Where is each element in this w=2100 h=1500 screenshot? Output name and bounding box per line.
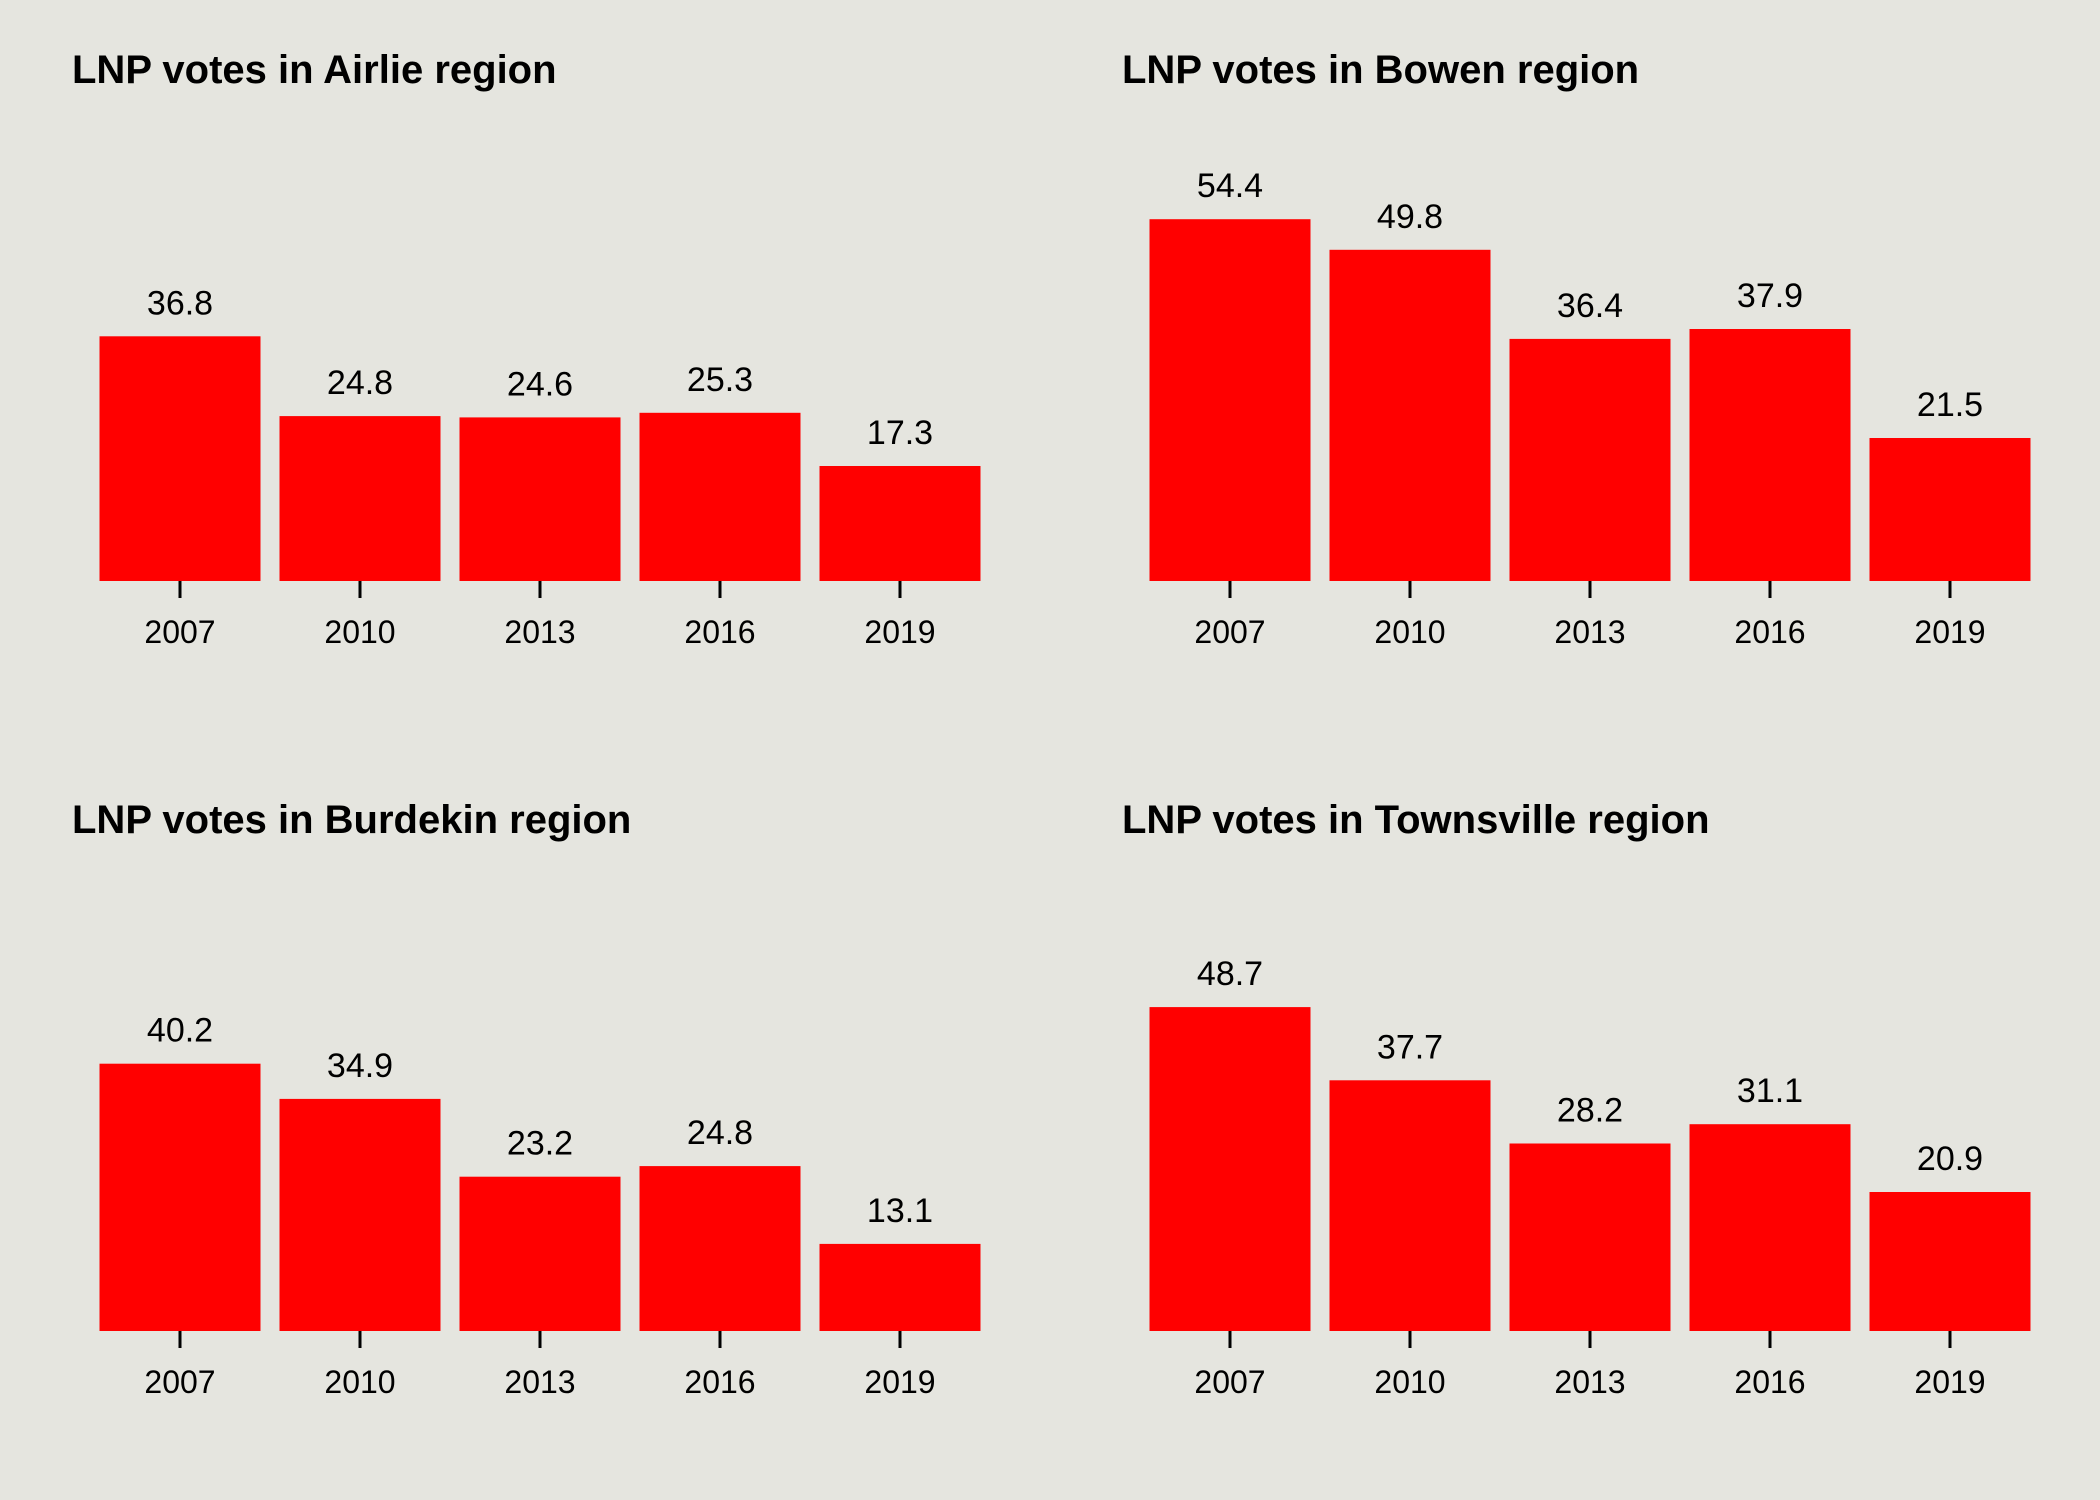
bar-value-label: 34.9 — [327, 1047, 393, 1085]
chart-panel-townsville: LNP votes in Townsville region 48.7 2007 3… — [1122, 780, 2100, 1470]
chart-panel-airlie: LNP votes in Airlie region 36.8 2007 24.8 2… — [72, 30, 1072, 720]
x-tick-label: 2007 — [144, 1364, 215, 1400]
bar — [1149, 219, 1311, 581]
bar-value-label: 28.2 — [1557, 1092, 1623, 1130]
bar-value-label: 37.7 — [1377, 1028, 1443, 1066]
bar — [1509, 338, 1671, 581]
chart-panel-bowen: LNP votes in Bowen region 54.4 2007 49.8 20… — [1122, 30, 2100, 720]
bar-value-label: 40.2 — [147, 1012, 213, 1050]
bar — [1689, 1124, 1851, 1331]
bar-value-label: 37.9 — [1737, 277, 1803, 315]
bar-value-label: 36.4 — [1557, 287, 1623, 325]
x-tick-label: 2013 — [1554, 1364, 1625, 1400]
bar-value-label: 23.2 — [507, 1125, 573, 1163]
bar-value-label: 31.1 — [1737, 1072, 1803, 1110]
x-tick-label: 2016 — [1734, 1364, 1805, 1400]
bar-value-label: 24.8 — [327, 364, 393, 402]
chart-title: LNP votes in Townsville region — [1122, 798, 1710, 842]
bar-value-label: 24.8 — [687, 1114, 753, 1152]
bar-value-label: 20.9 — [1917, 1140, 1983, 1178]
bar-value-label: 54.4 — [1197, 167, 1263, 205]
x-tick-label: 2007 — [1194, 1364, 1265, 1400]
x-tick-label: 2007 — [144, 614, 215, 650]
x-tick-label: 2013 — [504, 1364, 575, 1400]
x-tick-label: 2010 — [1374, 1364, 1445, 1400]
bar-chart-burdekin: 40.2 2007 34.9 2010 23.2 2013 24.8 2016 13.1 2019 — [99, 1012, 981, 1400]
x-tick-label: 2007 — [1194, 614, 1265, 650]
bar-chart-bowen: 54.4 2007 49.8 2010 36.4 2013 37.9 2016 21.5 2019 — [1149, 167, 2031, 650]
bar — [1149, 1007, 1311, 1331]
x-tick-label: 2019 — [864, 614, 935, 650]
bar — [1869, 438, 2031, 581]
bar — [639, 1166, 801, 1331]
bar-value-label: 13.1 — [867, 1192, 933, 1230]
bar-value-label: 21.5 — [1917, 386, 1983, 424]
bar-value-label: 25.3 — [687, 361, 753, 399]
bar — [279, 1098, 441, 1331]
x-tick-label: 2019 — [864, 1364, 935, 1400]
x-tick-label: 2016 — [1734, 614, 1805, 650]
chart-title: LNP votes in Burdekin region — [72, 798, 632, 842]
bar-value-label: 24.6 — [507, 365, 573, 403]
bar — [819, 1243, 981, 1331]
bar — [459, 1176, 621, 1331]
bar — [99, 336, 261, 581]
x-tick-label: 2013 — [1554, 614, 1625, 650]
bar — [99, 1063, 261, 1331]
bar — [1689, 329, 1851, 581]
bar-value-label: 48.7 — [1197, 955, 1263, 993]
bar-chart-townsville: 48.7 2007 37.7 2010 28.2 2013 31.1 2016 20.9 2019 — [1149, 955, 2031, 1400]
x-tick-label: 2016 — [684, 614, 755, 650]
bar-value-label: 36.8 — [147, 284, 213, 322]
x-tick-label: 2010 — [1374, 614, 1445, 650]
bar-value-label: 49.8 — [1377, 198, 1443, 236]
bar — [1329, 1080, 1491, 1331]
x-tick-label: 2019 — [1914, 1364, 1985, 1400]
chart-title: LNP votes in Bowen region — [1122, 48, 1640, 92]
x-tick-label: 2010 — [324, 614, 395, 650]
bar — [459, 417, 621, 581]
x-tick-label: 2016 — [684, 1364, 755, 1400]
chart-panel-burdekin: LNP votes in Burdekin region 40.2 2007 34.… — [72, 780, 1072, 1470]
bar — [819, 466, 981, 581]
chart-title: LNP votes in Airlie region — [72, 48, 557, 92]
bar — [1509, 1143, 1671, 1331]
bar-chart-airlie: 36.8 2007 24.8 2010 24.6 2013 25.3 2016 17.3 2019 — [99, 284, 981, 650]
x-tick-label: 2019 — [1914, 614, 1985, 650]
bar-value-label: 17.3 — [867, 414, 933, 452]
bar — [1869, 1192, 2031, 1331]
bar — [279, 416, 441, 581]
bar — [1329, 249, 1491, 582]
x-tick-label: 2010 — [324, 1364, 395, 1400]
bar — [639, 412, 801, 581]
x-tick-label: 2013 — [504, 614, 575, 650]
